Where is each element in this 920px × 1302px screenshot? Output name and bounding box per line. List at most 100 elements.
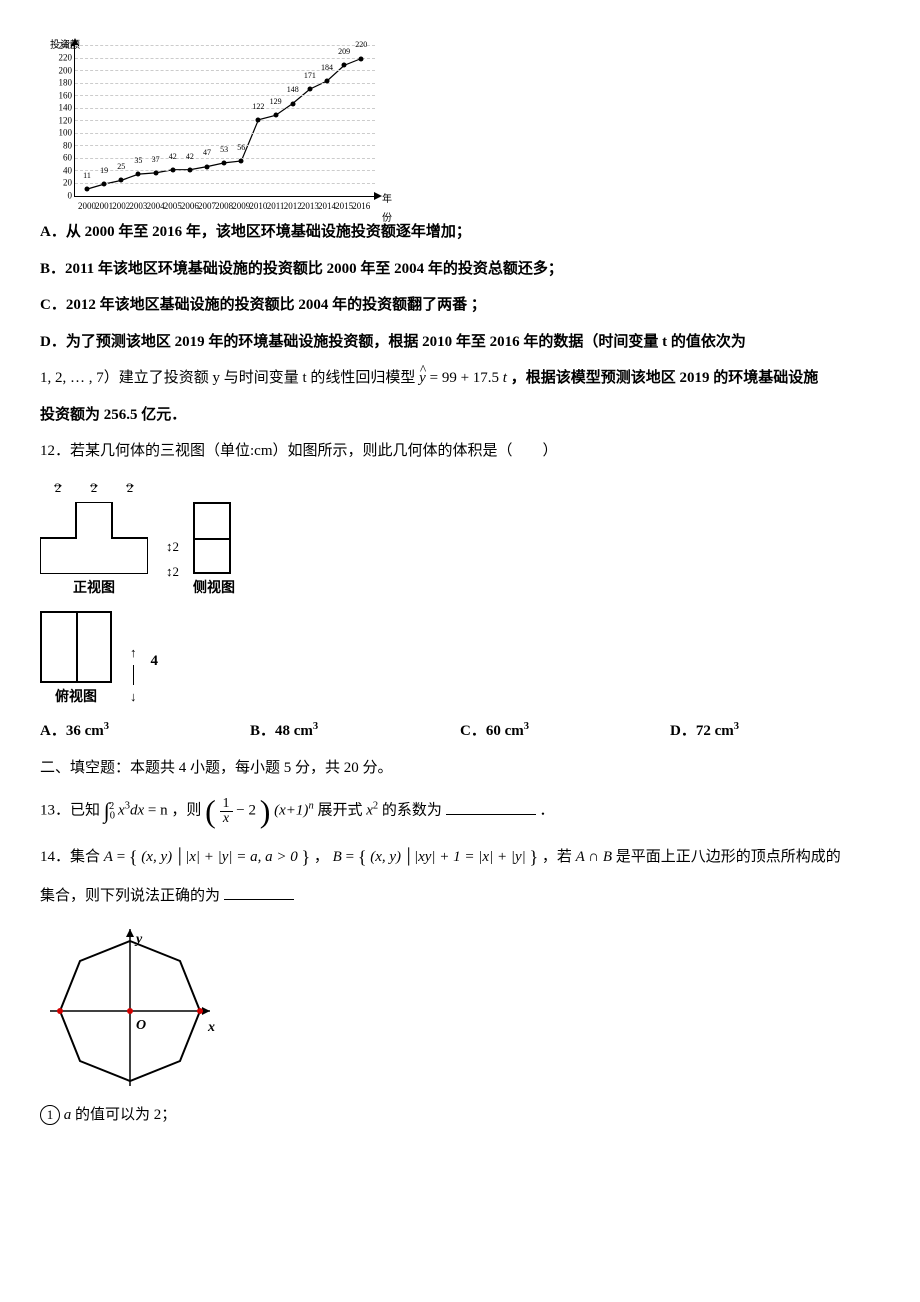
chart-point — [342, 63, 347, 68]
regression-var: t — [503, 370, 507, 386]
setA-body: (x, y) │|x| + |y| = a, a > 0 — [141, 849, 297, 865]
arrow-down-icon: ↓ — [130, 685, 137, 710]
red-dot-right — [197, 1008, 203, 1014]
A-int-B: A ∩ B — [576, 849, 612, 865]
q13-b: ，则 — [171, 803, 205, 819]
int-lo: 0 — [110, 811, 115, 822]
regression-a: 99 — [442, 370, 457, 386]
investment-chart: 投资额 020406080100120140160180200220240112… — [40, 40, 380, 210]
chart-point — [85, 187, 90, 192]
regression-eq: = — [430, 370, 442, 386]
chart-point-label: 220 — [355, 37, 367, 52]
q12-opt-d: D．72 cm3 — [670, 717, 880, 746]
statement-circ-1: 1 a 的值可以为 2； — [40, 1101, 880, 1130]
chart-point-label: 25 — [117, 159, 125, 174]
x-tick: 2011 — [267, 196, 285, 215]
regression-yhat: y — [419, 364, 426, 393]
poly-exp: n — [308, 801, 313, 812]
x-tick: 2001 — [95, 196, 113, 215]
chart-x-arrow-icon — [374, 192, 382, 200]
arrow-left-icon: ↔ — [52, 472, 65, 497]
brace-left-icon: { — [358, 847, 367, 867]
statement-d-line2: 1, 2, … , 7）建立了投资额 y 与时间变量 t 的线性回归模型 y =… — [40, 364, 880, 393]
chart-point — [325, 79, 330, 84]
chart-point-label: 19 — [100, 163, 108, 178]
chart-point-label: 47 — [203, 145, 211, 160]
brace-right-icon: } — [529, 847, 538, 867]
red-dot-left — [57, 1008, 63, 1014]
frac-num: 1 — [220, 797, 233, 812]
chart-point-label: 42 — [169, 149, 177, 164]
eq: = — [117, 849, 129, 865]
x-tick: 2008 — [215, 196, 233, 215]
q12-options: A．36 cm3 B．48 cm3 C．60 cm3 D．72 cm3 — [40, 717, 880, 746]
chart-point — [307, 87, 312, 92]
q13-g: ． — [539, 803, 554, 819]
chart-point — [273, 113, 278, 118]
chart-point-label: 53 — [220, 142, 228, 157]
chart-xlabel: 年份 — [382, 190, 392, 228]
top-view-block: 俯视图 — [40, 611, 112, 712]
var-a: a — [64, 1107, 72, 1123]
poly: (x+1) — [274, 803, 308, 819]
int-eq: = n — [144, 803, 167, 819]
chart-plot: 0204060801001201401601802002202401120001… — [74, 46, 375, 197]
chart-point-label: 122 — [252, 99, 264, 114]
x-tick: 2014 — [318, 196, 336, 215]
x2: x — [366, 803, 373, 819]
side-view-label: 侧视图 — [193, 576, 235, 603]
arrow-left-icon: ↔ — [88, 472, 101, 497]
chart-point — [359, 56, 364, 61]
chart-point — [153, 170, 158, 175]
octagon-figure: O x y — [40, 921, 220, 1091]
chart-point-label: 209 — [338, 44, 350, 59]
frac-den: x — [220, 812, 233, 826]
minus-two: − 2 — [236, 803, 256, 819]
q14-c: 是平面上正八边形的顶点所构成的 — [616, 849, 841, 865]
chart-point-label: 129 — [270, 94, 282, 109]
top-view — [40, 611, 112, 683]
x-tick: 2016 — [352, 196, 370, 215]
q14-a: 14．集合 — [40, 849, 104, 865]
three-view-figure: ↔ ↔ ↔ 2 2 2 正视图 ↕2 ↕2 — [40, 476, 880, 712]
x-axis-label: x — [208, 1015, 215, 1042]
octagon-svg — [40, 921, 220, 1091]
chart-point — [256, 117, 261, 122]
q12-opt-b: B．48 cm3 — [250, 717, 460, 746]
int-dx: dx — [130, 803, 144, 819]
circled-1-icon: 1 — [40, 1105, 60, 1125]
statement-c: C．2012 年该地区基础设施的投资额比 2004 年的投资额翻了两番 ； — [40, 291, 880, 320]
x-tick: 2015 — [335, 196, 353, 215]
int-body: x — [118, 803, 125, 819]
chart-point-label: 37 — [152, 152, 160, 167]
y-tick: 240 — [59, 37, 76, 54]
set-A: A — [104, 849, 113, 865]
q13-f: 的系数为 — [382, 803, 442, 819]
arrow-up-icon: ↑ — [130, 641, 137, 666]
y-axis-label: y — [136, 927, 142, 954]
q14-d: 集合，则下列说法正确的为 — [40, 888, 220, 904]
x-tick: 2003 — [129, 196, 147, 215]
brace-right-icon: } — [302, 847, 311, 867]
statement-d-line1: D．为了预测该地区 2019 年的环境基础设施投资额，根据 2010 年至 20… — [40, 328, 880, 357]
q12-opt-c: C．60 cm3 — [460, 717, 670, 746]
q14-line2: 集合，则下列说法正确的为 — [40, 882, 880, 911]
regression-b: 17.5 — [473, 370, 499, 386]
statement-d-line3: 投资额为 256.5 亿元． — [40, 401, 880, 430]
stmt1-text: 的值可以为 2； — [75, 1107, 176, 1123]
front-view-label: 正视图 — [40, 576, 148, 603]
chart-point-label: 184 — [321, 60, 333, 75]
chart-point-label: 35 — [134, 153, 142, 168]
chart-point-label: 171 — [304, 68, 316, 83]
big-paren-right-icon: ) — [260, 793, 271, 829]
chart-point-label: 56 — [237, 140, 245, 155]
x2-exp: 2 — [373, 801, 378, 812]
q12-opt-a: A．36 cm3 — [40, 717, 250, 746]
statement-d-line2b: ，根据该模型预测该地区 2019 的环境基础设施 — [511, 370, 819, 386]
chart-point — [119, 178, 124, 183]
chart-point — [102, 182, 107, 187]
q13: 13．已知 ∫02 x3dx = n ，则 ( 1 x − 2 ) (x+1)n… — [40, 790, 880, 832]
red-dot-origin — [127, 1008, 133, 1014]
x-tick: 2006 — [181, 196, 199, 215]
chart-point — [290, 101, 295, 106]
